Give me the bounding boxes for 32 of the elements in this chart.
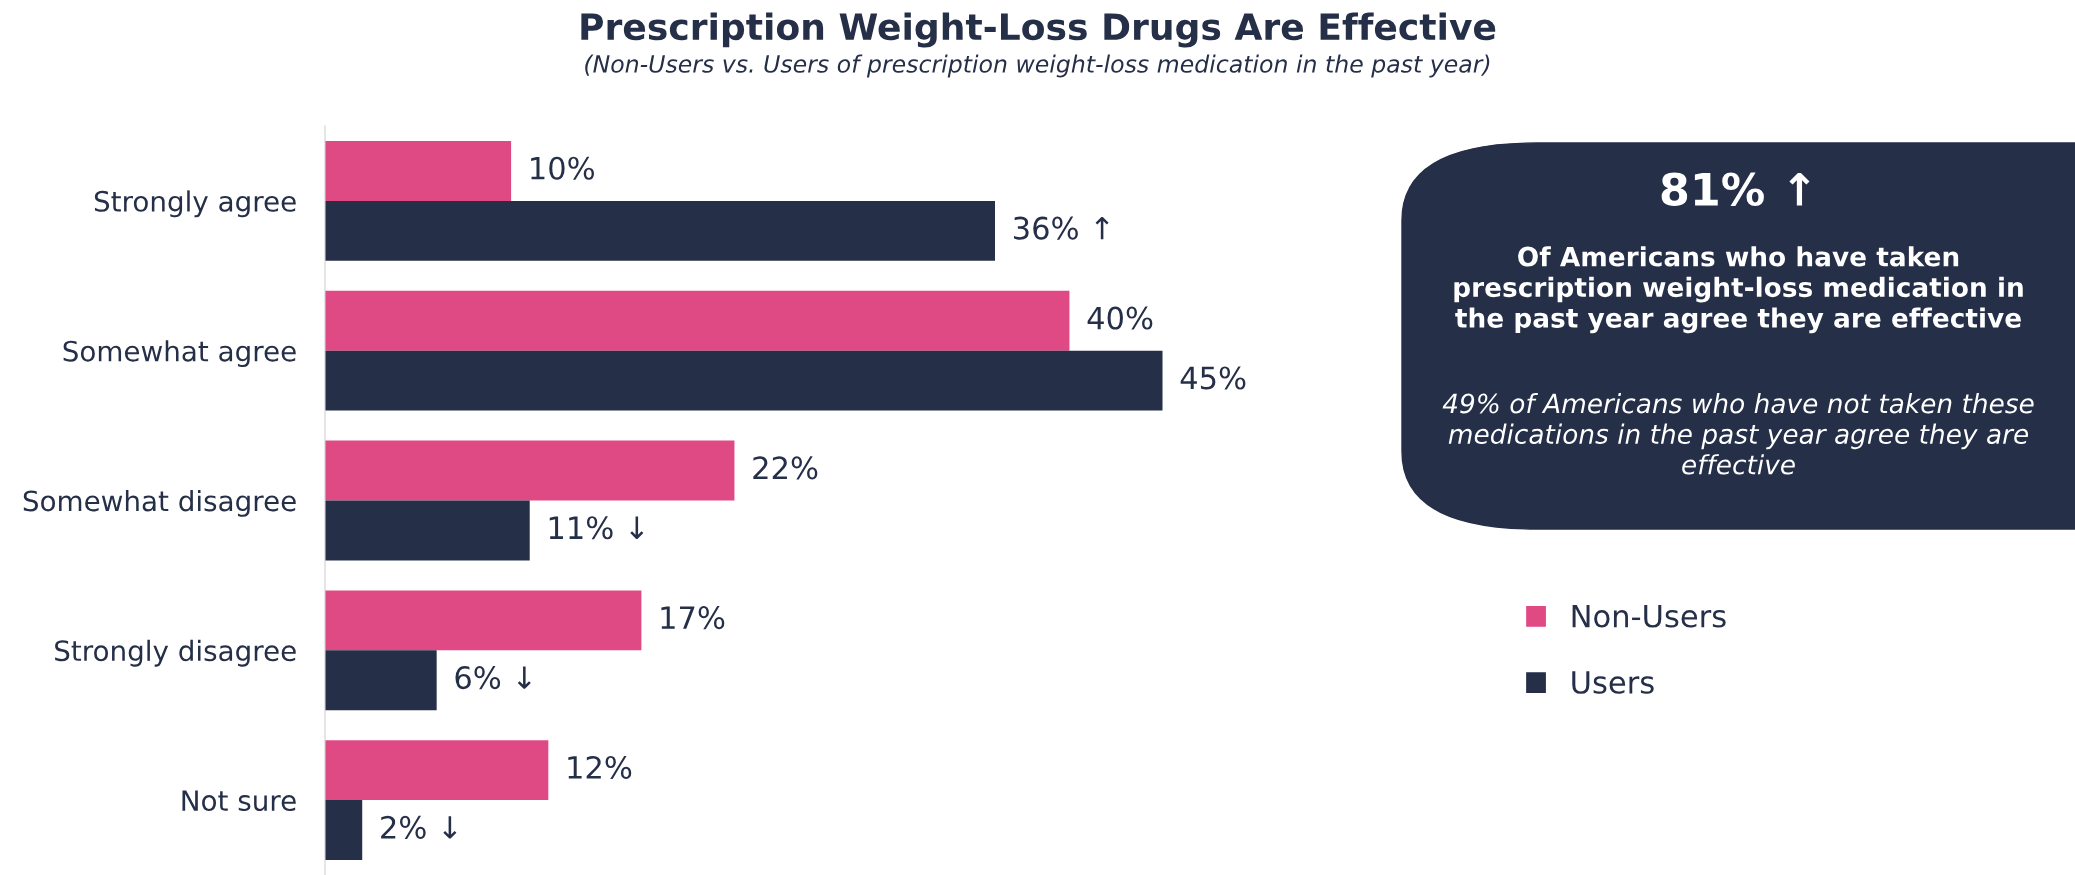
- bar: [325, 590, 642, 651]
- y-tick-label: Not sure: [182, 790, 296, 812]
- data-label: 11% ↓: [549, 516, 644, 540]
- y-tick-label: Strongly agree: [94, 190, 296, 218]
- bar: [325, 290, 1070, 351]
- data-label: 10%: [531, 156, 595, 180]
- text: 49% of Americans who have not taken these medications in the past year agree they are effective: [1442, 393, 2034, 475]
- data-label: 17%: [661, 606, 725, 630]
- data-label: 2% ↓: [381, 815, 457, 839]
- bar: [325, 800, 363, 861]
- bar: [325, 200, 995, 261]
- data-label: 22%: [753, 456, 818, 480]
- y-tick-label: Somewhat agree: [63, 340, 296, 368]
- y-tick-label: Somewhat disagree: [23, 489, 296, 517]
- data-label: 12%: [568, 755, 632, 780]
- text: 81% ↑: [1661, 172, 1810, 207]
- bar: [325, 500, 530, 561]
- bar: [325, 650, 437, 711]
- legend-label: Non-Users: [1572, 604, 1726, 628]
- bar: [325, 140, 512, 201]
- data-label: 6% ↓: [455, 666, 531, 690]
- y-tick-label: Strongly disagree: [55, 639, 296, 667]
- data-label: 40%: [1087, 306, 1153, 330]
- chart-title: Prescription Weight-Loss Drugs Are Effective: [581, 12, 1496, 48]
- bar: [325, 740, 549, 801]
- bar: [325, 440, 735, 501]
- bar: [325, 350, 1163, 411]
- text: Of Americans who have taken prescription weight-loss medication in the past year agree they are effective: [1454, 246, 2023, 334]
- legend-label: Users: [1572, 671, 1654, 694]
- data-label: 36% ↑: [1014, 216, 1109, 240]
- chart-subtitle: (Non-Users vs. Users of prescription weight-loss medication in the past year): [585, 54, 1490, 78]
- data-label: 45%: [1180, 366, 1246, 390]
